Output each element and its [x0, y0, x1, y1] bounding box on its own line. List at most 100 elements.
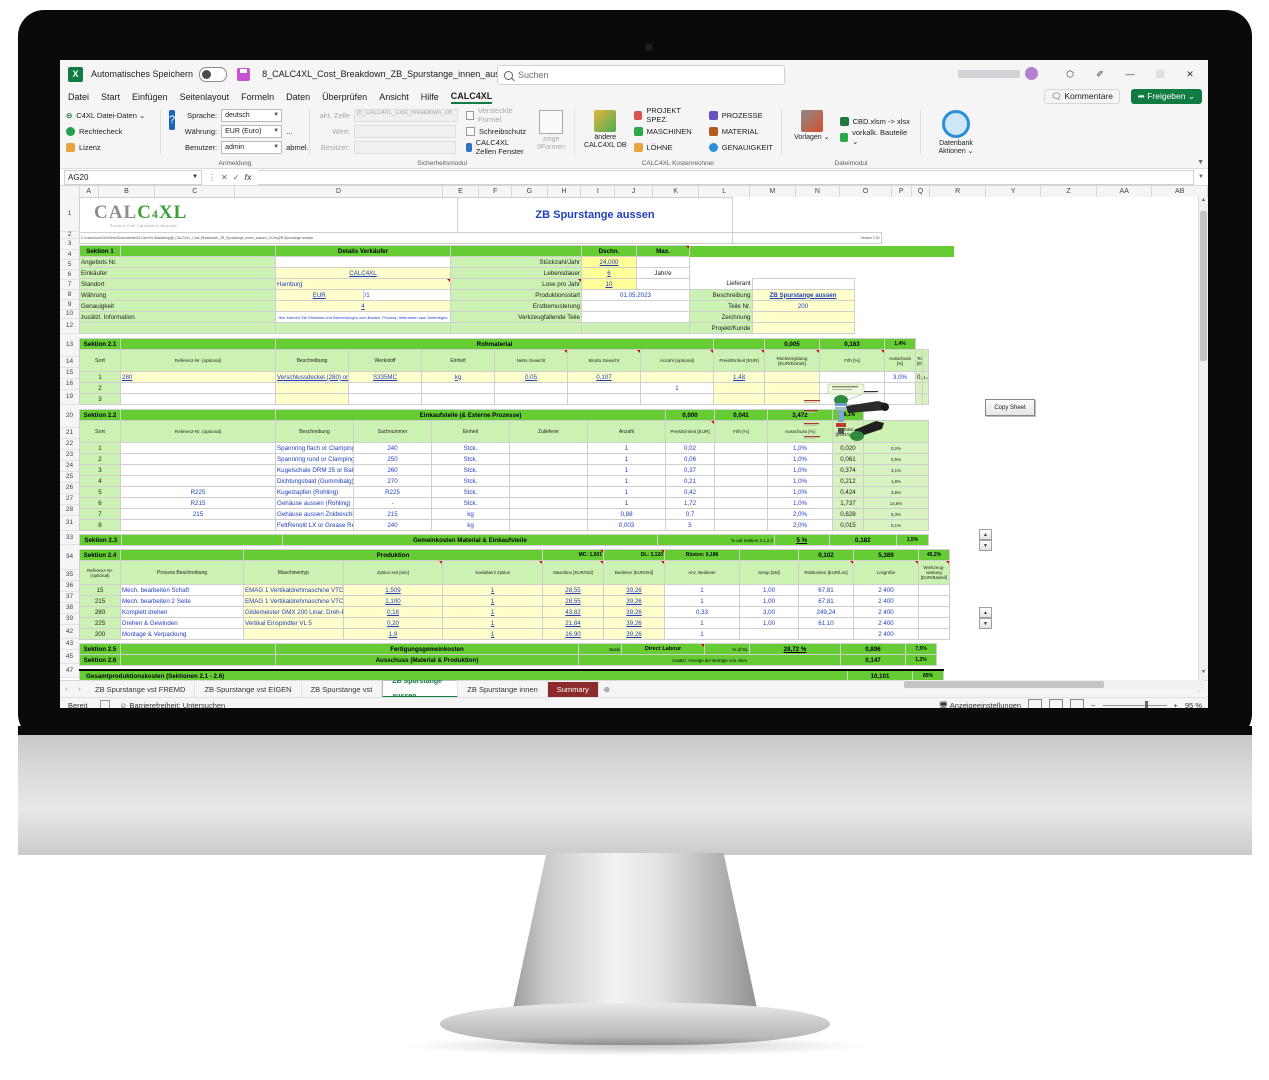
tab-ueberpruefen[interactable]: Überprüfen	[322, 92, 368, 102]
s22-r2-ref[interactable]	[120, 464, 276, 476]
s24-r3-anz[interactable]: 1	[664, 617, 740, 629]
col-M[interactable]: M	[750, 186, 796, 197]
tab-calc4xl[interactable]: CALC4XL	[450, 91, 493, 104]
formula-input[interactable]	[257, 169, 1195, 185]
lieferant-value[interactable]	[751, 278, 855, 290]
col-R[interactable]: R	[930, 186, 986, 197]
s24-r3-ruest[interactable]: 61,10	[798, 617, 854, 629]
s1-mid-value-2[interactable]: 10	[581, 278, 637, 290]
s24-r1-wz[interactable]	[918, 595, 950, 607]
zeichnung-value[interactable]	[751, 311, 855, 323]
s22-r5-desc[interactable]: Gehäuse aussen (Rohling)	[275, 497, 354, 509]
account-area[interactable]	[958, 67, 1038, 80]
col-F[interactable]: F	[479, 186, 513, 197]
tab-ansicht[interactable]: Ansicht	[379, 92, 409, 102]
maximize-button[interactable]: ⬜	[1155, 71, 1165, 78]
s24-r3-kav[interactable]: 1	[442, 617, 543, 629]
aendere-calc4xl-db-button[interactable]: ändere CALC4XL DB	[583, 106, 628, 154]
s22-r6-einheit[interactable]: kg	[431, 508, 510, 520]
s24-r4-los[interactable]: 2 400	[853, 628, 919, 640]
s24-r1-kav[interactable]: 1	[442, 595, 543, 607]
s24-r4-wz[interactable]	[918, 628, 950, 640]
row-header-31[interactable]: 31	[60, 516, 79, 531]
sheet-tab-eigen[interactable]: ZB Spurstange vst EIGEN	[195, 681, 302, 697]
copy-sheet-button[interactable]: Copy Sheet	[985, 399, 1035, 416]
s22-r0-ref[interactable]	[120, 442, 276, 454]
s21-r0-aus[interactable]: 3,0%	[884, 371, 916, 383]
s24-r1-anz[interactable]: 1	[664, 595, 740, 607]
s24-r0-wz[interactable]	[918, 584, 950, 596]
s21-r1-netto[interactable]	[494, 382, 568, 394]
s22-r5-sort[interactable]: 6	[79, 497, 121, 509]
vorkalk-bauteile-button[interactable]: vorkalk. Bauteile ⌄	[839, 128, 912, 146]
s22-r6-sort[interactable]: 7	[79, 508, 121, 520]
col-Y[interactable]: Y	[986, 186, 1042, 197]
s24-r2-zyk[interactable]: 0,18	[342, 606, 444, 618]
s22-r7-zul[interactable]	[509, 519, 588, 531]
s22-r3-sach[interactable]: 270	[353, 475, 432, 487]
col-H[interactable]: H	[548, 186, 582, 197]
s22-r5-frlh[interactable]	[714, 497, 768, 509]
add-sheet-button[interactable]: ⊕	[603, 684, 610, 694]
row-header-5[interactable]: 5	[60, 260, 79, 270]
abmelden-link[interactable]: abmel.	[286, 142, 309, 152]
row-header-4[interactable]: 4	[60, 250, 79, 260]
row-header-38[interactable]: 38	[60, 603, 79, 614]
s21-r0-brutto[interactable]: 0,107	[567, 371, 641, 383]
s22-r4-preis[interactable]: 0,42	[665, 486, 715, 498]
s22-r4-frlh[interactable]	[714, 486, 768, 498]
s21-r0-netto[interactable]: 0,05	[494, 371, 568, 383]
minimize-button[interactable]: —	[1125, 69, 1135, 79]
s22-r2-frlh[interactable]	[714, 464, 768, 476]
col-Q[interactable]: Q	[912, 186, 931, 197]
col-J[interactable]: J	[615, 186, 653, 197]
row-header-25[interactable]: 25	[60, 472, 79, 483]
spinner-section21[interactable]: ▲ ▼	[979, 529, 992, 551]
s24-r2-bstd[interactable]: 39,26	[603, 606, 665, 618]
s24-r1-los[interactable]: 2 400	[853, 595, 919, 607]
col-AB[interactable]: AB	[1152, 186, 1208, 197]
view-pagelayout-button[interactable]	[1049, 699, 1064, 708]
s24-r2-wz[interactable]	[918, 606, 950, 618]
row-header-3[interactable]: 3	[60, 239, 79, 250]
s22-r0-frlh[interactable]	[714, 442, 768, 454]
s24-r0-bstd[interactable]: 39,26	[603, 584, 665, 596]
s22-r3-ref[interactable]	[120, 475, 276, 487]
s21-r2-ref[interactable]	[120, 393, 276, 405]
table-row[interactable]: 215 Mech. bearbeiten 2 Seite EMAG 1 Vertik…	[79, 595, 950, 607]
s22-r4-anzahl[interactable]: 1	[587, 486, 666, 498]
s22-r0-sach[interactable]: 240	[353, 442, 432, 454]
s1-mid-value-0[interactable]: 24.000	[581, 256, 637, 268]
zellen-fenster-button[interactable]: CALC4XL Zellen Fenster	[466, 138, 528, 156]
s22-r5-aus[interactable]: 1,0%	[767, 497, 833, 509]
row-header-35[interactable]: 35	[60, 570, 79, 581]
scroll-up-arrow[interactable]: ▲	[1201, 197, 1206, 203]
s22-r1-sort[interactable]: 2	[79, 453, 121, 465]
akt-zelle-field[interactable]: [8_CALC4XL_Cost_Breakdown_ZB	[354, 108, 458, 122]
tab-seitenlayout[interactable]: Seitenlayout	[179, 92, 230, 102]
col-N[interactable]: N	[796, 186, 841, 197]
row-header-12[interactable]: 12	[60, 319, 79, 334]
s22-r3-anzahl[interactable]: 1	[587, 475, 666, 487]
s22-r7-ref[interactable]	[120, 519, 276, 531]
teilenr-value[interactable]: 200	[751, 300, 855, 312]
s24-r1-mstd[interactable]: 28,55	[542, 595, 604, 607]
versteckte-formel-check[interactable]: Versteckte Formel	[466, 106, 528, 124]
beschreibung-value[interactable]: ZB Spurstange aussen	[751, 289, 855, 301]
tab-hilfe[interactable]: Hilfe	[420, 92, 439, 102]
s22-r6-aus[interactable]: 2,0%	[767, 508, 833, 520]
s24-r0-los[interactable]: 2 400	[853, 584, 919, 596]
s22-r1-ref[interactable]	[120, 453, 276, 465]
s24-r1-mach[interactable]: EMAG 1 Vertikaldrehmaschine VTC 315 DS	[243, 595, 344, 607]
s22-r2-anzahl[interactable]: 1	[587, 464, 666, 476]
row-header-1[interactable]: 1	[60, 197, 79, 232]
col-C[interactable]: C	[155, 186, 236, 197]
s21-r0-rueck[interactable]	[764, 371, 820, 383]
s21-r0-ref[interactable]: 280	[120, 371, 276, 383]
projektkunde-value[interactable]	[751, 322, 855, 334]
row-header-2[interactable]: 2	[60, 231, 79, 239]
s24-r0-ruest[interactable]: 67,81	[798, 584, 854, 596]
s24-r3-mach[interactable]: Vertikal Einspindler VL 5	[243, 617, 344, 629]
s24-r0-proc[interactable]: Mech. bearbeiten Schaft	[120, 584, 244, 596]
vertical-scroll-thumb[interactable]	[1200, 211, 1207, 361]
